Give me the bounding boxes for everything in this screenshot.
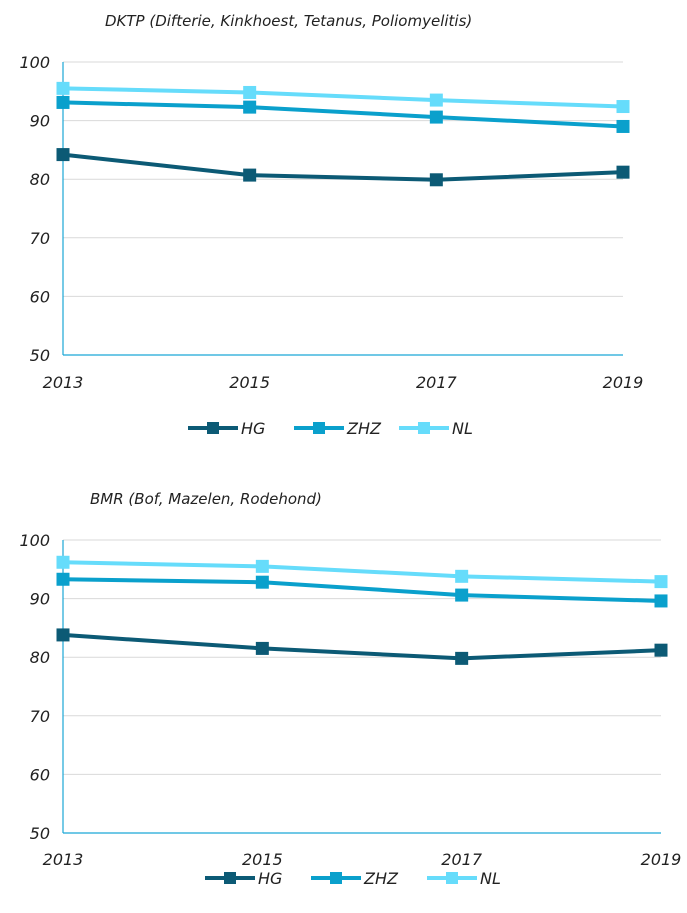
data-point-nl bbox=[243, 85, 257, 99]
data-point-nl bbox=[616, 100, 630, 114]
chart-title: BMR (Bof, Mazelen, Rodehond) bbox=[90, 490, 322, 508]
x-tick-label: 2017 bbox=[441, 850, 483, 869]
legend-label: ZHZ bbox=[346, 419, 382, 438]
legend-label: NL bbox=[480, 869, 501, 888]
data-point-nl bbox=[56, 555, 70, 569]
data-point-hg bbox=[455, 651, 469, 665]
legend-marker bbox=[330, 872, 342, 884]
data-point-zhz bbox=[56, 572, 70, 586]
data-point-hg bbox=[616, 165, 630, 179]
data-point-hg bbox=[56, 148, 70, 162]
y-tick-label: 90 bbox=[30, 112, 50, 131]
data-point-nl bbox=[654, 575, 668, 589]
legend-marker bbox=[313, 422, 325, 434]
legend-item-nl: NL bbox=[427, 869, 501, 888]
data-point-zhz bbox=[56, 95, 70, 109]
series-line-nl bbox=[62, 560, 662, 584]
data-point-zhz bbox=[243, 100, 257, 114]
legend-marker bbox=[207, 422, 219, 434]
chart-title: DKTP (Difterie, Kinkhoest, Tetanus, Poli… bbox=[105, 12, 473, 30]
data-point-hg bbox=[255, 641, 269, 655]
legend-marker bbox=[446, 872, 458, 884]
legend-item-nl: NL bbox=[399, 419, 473, 438]
y-tick-label: 60 bbox=[30, 765, 50, 784]
legend-item-zhz: ZHZ bbox=[294, 419, 382, 438]
y-tick-label: 70 bbox=[30, 707, 50, 726]
legend-label: NL bbox=[452, 419, 473, 438]
data-point-zhz bbox=[654, 594, 668, 608]
y-tick-label: 50 bbox=[30, 346, 50, 365]
data-point-hg bbox=[56, 628, 70, 642]
y-tick-label: 70 bbox=[30, 229, 50, 248]
legend-item-hg: HG bbox=[205, 869, 282, 888]
bmr-chart-plot: 50 60 70 80 90 100 2013 2015 2017 2019 HG ZHZ NL bbox=[19, 531, 682, 888]
data-point-nl bbox=[56, 81, 70, 95]
data-point-zhz bbox=[255, 575, 269, 589]
data-point-zhz bbox=[616, 119, 630, 133]
series-line-nl bbox=[62, 86, 624, 109]
legend-marker bbox=[224, 872, 236, 884]
y-tick-label: 80 bbox=[30, 170, 50, 189]
data-point-zhz bbox=[455, 588, 469, 602]
x-tick-label: 2019 bbox=[641, 850, 682, 869]
y-tick-label: 60 bbox=[30, 287, 50, 306]
bmr-chart: BMR (Bof, Mazelen, Rodehond) 50 60 70 80 90 1… bbox=[0, 460, 687, 913]
x-tick-label: 2019 bbox=[603, 373, 644, 392]
data-point-hg bbox=[243, 168, 257, 182]
legend-label: HG bbox=[241, 419, 265, 438]
dktp-chart: DKTP (Difterie, Kinkhoest, Tetanus, Poli… bbox=[19, 12, 644, 438]
y-tick-label: 90 bbox=[30, 590, 50, 609]
dktp-chart-plot: 50 60 70 80 90 100 2013 2015 2017 2019 HG ZHZ NL bbox=[19, 53, 644, 438]
legend-label: ZHZ bbox=[363, 869, 399, 888]
data-point-nl bbox=[255, 559, 269, 573]
y-tick-label: 80 bbox=[30, 648, 50, 667]
series-line-hg bbox=[62, 152, 624, 182]
x-tick-label: 2015 bbox=[242, 850, 283, 869]
data-point-hg bbox=[429, 173, 443, 187]
legend-marker bbox=[418, 422, 430, 434]
legend-item-hg: HG bbox=[188, 419, 265, 438]
series-line-zhz bbox=[62, 577, 662, 603]
y-tick-label: 100 bbox=[19, 531, 50, 550]
y-tick-label: 50 bbox=[30, 824, 50, 843]
data-point-nl bbox=[429, 93, 443, 107]
data-point-nl bbox=[455, 569, 469, 583]
data-point-zhz bbox=[429, 110, 443, 124]
data-point-hg bbox=[654, 643, 668, 657]
x-tick-label: 2013 bbox=[43, 373, 84, 392]
x-tick-label: 2013 bbox=[43, 850, 84, 869]
x-tick-label: 2017 bbox=[416, 373, 458, 392]
legend-label: HG bbox=[258, 869, 282, 888]
y-tick-label: 100 bbox=[19, 53, 50, 72]
legend-item-zhz: ZHZ bbox=[311, 869, 399, 888]
series-line-hg bbox=[62, 632, 662, 661]
series-line-zhz bbox=[62, 100, 624, 129]
x-tick-label: 2015 bbox=[229, 373, 270, 392]
